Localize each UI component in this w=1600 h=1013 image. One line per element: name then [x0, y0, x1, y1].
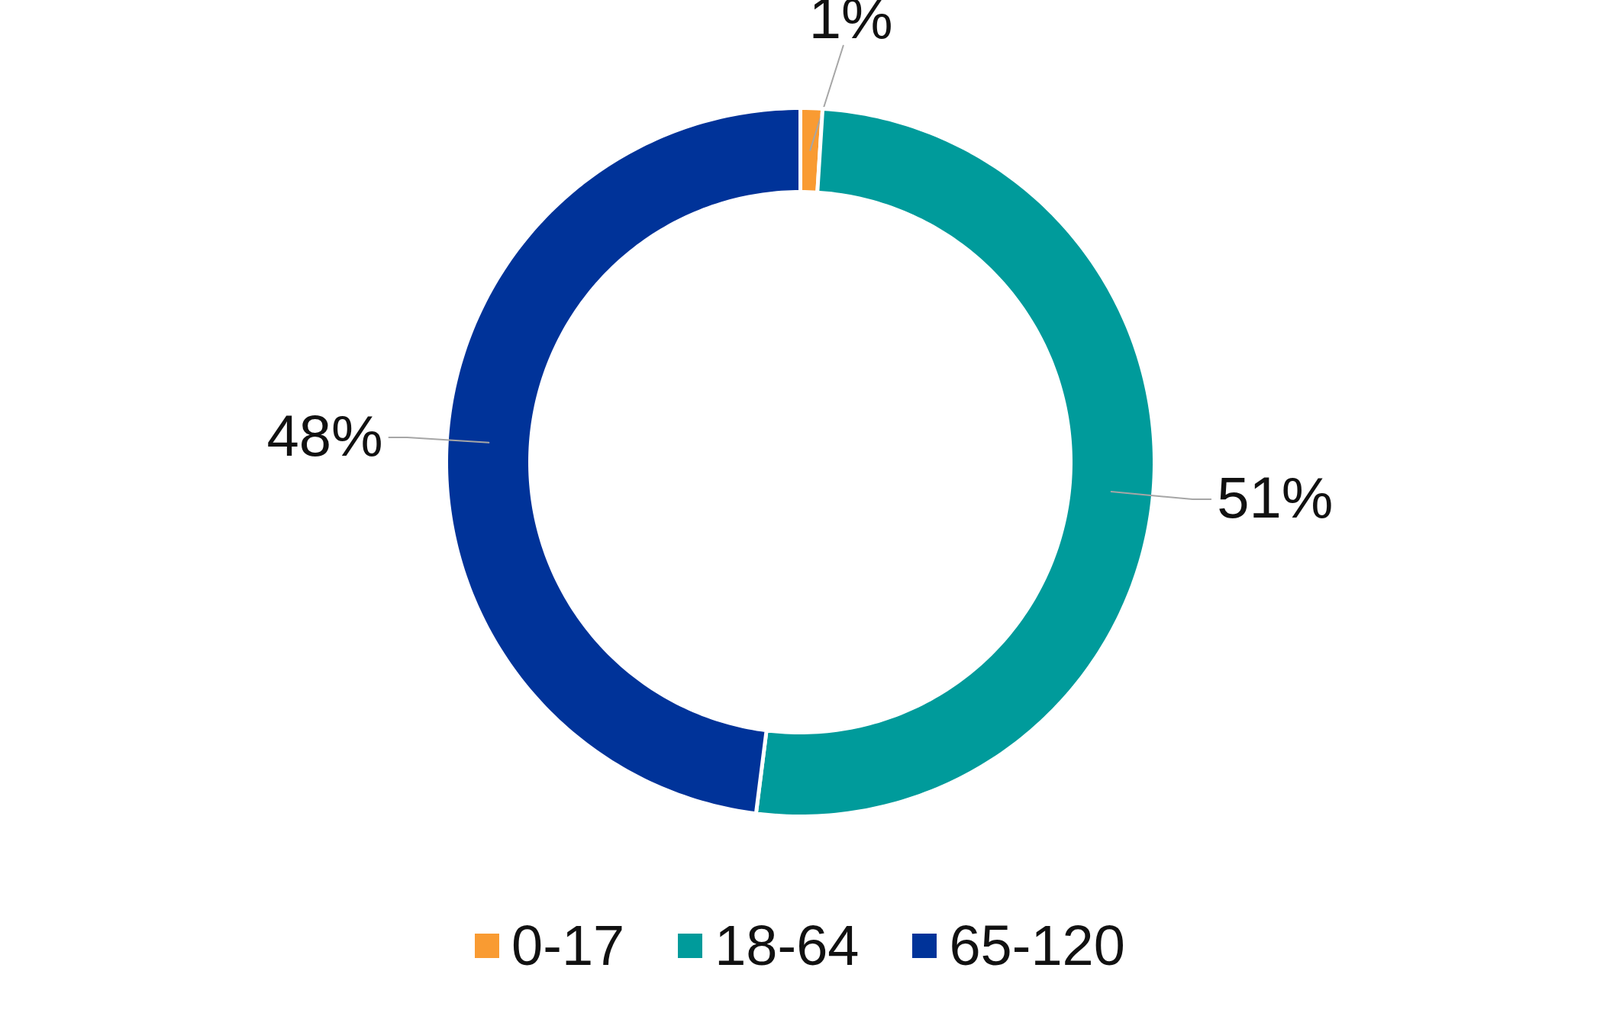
html-text:65-120: 65-120 — [949, 913, 1126, 978]
html-text:0-17: 0-17 — [511, 913, 625, 978]
svg-text:51%: 51% — [1216, 464, 1333, 530]
svg-text:48%: 48% — [266, 403, 383, 468]
svg-text:1%: 1% — [809, 0, 894, 51]
html-text:18-64: 18-64 — [714, 913, 860, 978]
